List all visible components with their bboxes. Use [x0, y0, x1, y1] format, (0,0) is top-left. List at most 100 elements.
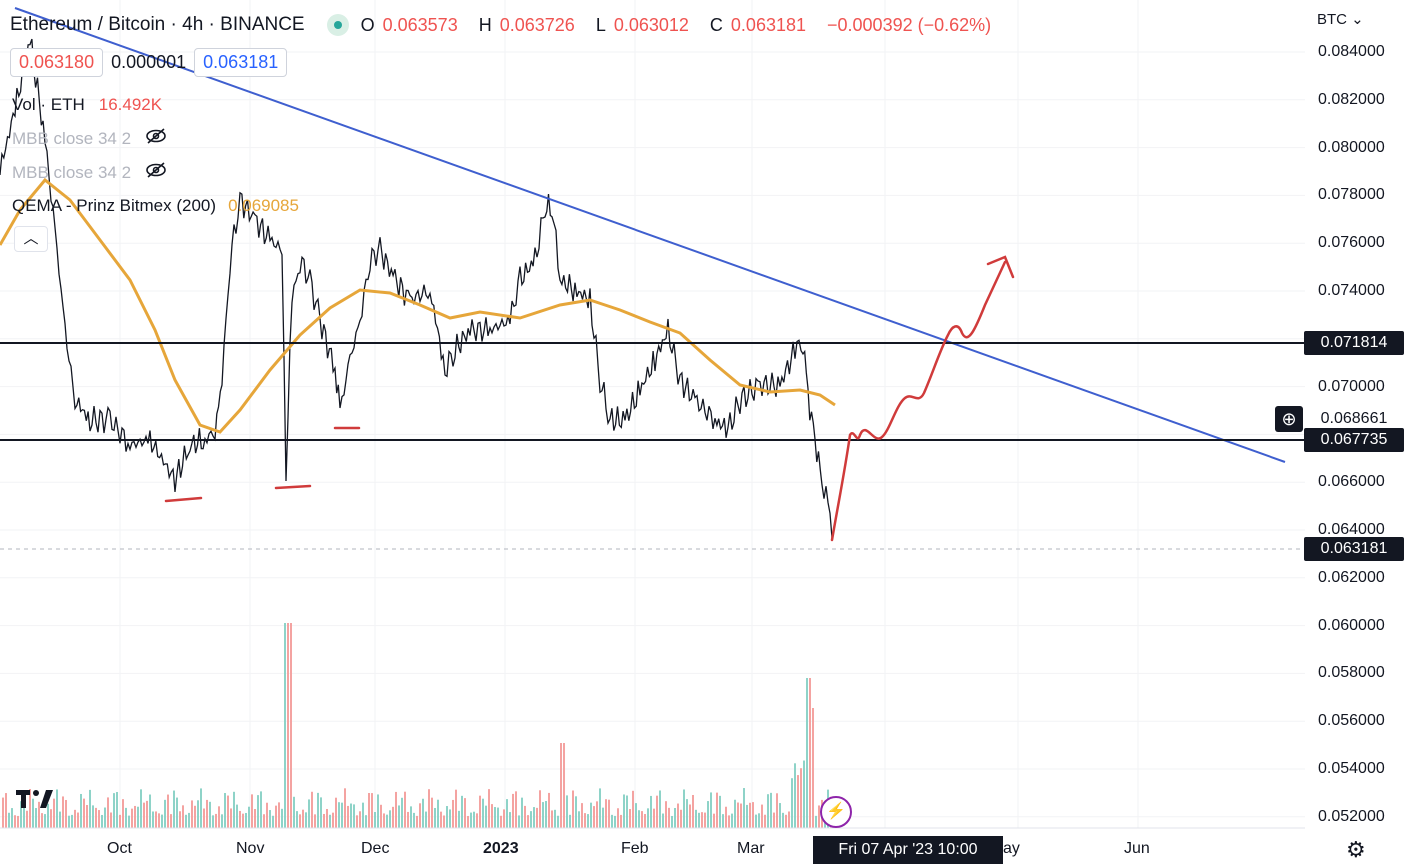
volume-bar [689, 804, 691, 828]
volume-bar [593, 806, 595, 828]
volume-bar [407, 811, 409, 828]
sell-button[interactable]: 0.063180 [10, 48, 104, 77]
volume-bar [443, 815, 445, 828]
volume-bar [731, 813, 733, 828]
volume-bar [683, 789, 685, 828]
indicator-volume[interactable]: Vol · ETH 16.492K [12, 95, 162, 115]
volume-bar [767, 794, 769, 828]
volume-bar [737, 802, 739, 828]
volume-bar [563, 743, 565, 828]
indicator-mbb-1[interactable]: MBB close 34 2 [12, 128, 167, 149]
currency-selector[interactable]: BTC ⌄ [1317, 11, 1364, 28]
volume-bar [653, 808, 655, 828]
volume-bar [20, 801, 22, 828]
volume-bar [212, 815, 214, 828]
volume-bar [275, 805, 277, 828]
projection-arrowhead [986, 255, 1015, 279]
volume-bar [374, 812, 376, 828]
volume-bar [35, 808, 37, 828]
volume-bar [398, 805, 400, 828]
volume-bar [62, 796, 64, 828]
volume-bar [791, 778, 793, 828]
volume-bar [329, 814, 331, 828]
time-axis-label: 2023 [483, 840, 519, 857]
volume-bar [707, 801, 709, 828]
volume-bar [182, 805, 184, 828]
volume-bar [467, 815, 469, 828]
volume-bar [332, 812, 334, 828]
volume-bar [587, 814, 589, 828]
symbol-legend: Ethereum / Bitcoin · 4h · BINANCE O 0.063… [10, 14, 999, 36]
volume-bar [455, 789, 457, 828]
volume-bar [251, 794, 253, 828]
volume-bar [479, 795, 481, 828]
volume-bar [122, 799, 124, 828]
volume-bar [524, 805, 526, 828]
volume-bar [41, 813, 43, 828]
lightning-icon[interactable]: ⚡ [820, 796, 852, 828]
low-mark-1 [164, 496, 203, 503]
volume-bar [278, 802, 280, 828]
volume-bar [59, 811, 61, 828]
volume-bar [98, 810, 100, 828]
volume-bar [269, 810, 271, 828]
volume-bar [431, 797, 433, 828]
indicator-value: 16.492K [98, 95, 163, 114]
buy-button[interactable]: 0.063181 [194, 48, 288, 77]
price-axis-label: 0.052000 [1318, 807, 1385, 825]
volume-bar [218, 806, 220, 828]
volume-bar [518, 815, 520, 828]
volume-bar [458, 810, 460, 828]
volume-bar [380, 804, 382, 828]
time-axis-label: Dec [361, 840, 390, 857]
volume-bar [350, 803, 352, 828]
add-alert-plus-button[interactable]: ⊕ [1275, 406, 1303, 432]
gear-icon[interactable]: ⚙ [1346, 837, 1366, 862]
price-axis-label: 0.070000 [1318, 377, 1385, 395]
volume-bar [425, 811, 427, 828]
collapse-legend-button[interactable]: ︿ [14, 226, 48, 252]
volume-bar [470, 812, 472, 828]
tradingview-logo-icon[interactable] [14, 786, 58, 817]
volume-bar [389, 810, 391, 828]
eye-off-icon[interactable] [145, 128, 167, 149]
volume-bar [452, 799, 454, 828]
volume-bar [530, 811, 532, 828]
volume-bar [755, 814, 757, 828]
volume-bar [809, 678, 811, 828]
volume-bar [635, 803, 637, 828]
volume-bar [650, 795, 652, 828]
volume-bar [248, 806, 250, 828]
volume-bar [716, 792, 718, 828]
volume-bar [44, 814, 46, 828]
indicator-mbb-2[interactable]: MBB close 34 2 [12, 162, 167, 183]
eye-off-icon[interactable] [145, 162, 167, 183]
price-axis-label: 0.060000 [1318, 616, 1385, 634]
volume-bar [461, 795, 463, 828]
volume-bar [488, 789, 490, 828]
volume-bar [149, 794, 151, 828]
volume-bar [440, 811, 442, 828]
volume-bar [803, 760, 805, 828]
open-value: 0.063573 [382, 14, 458, 35]
indicator-qema[interactable]: QEMA - Prinz Bitmex (200) 0.069085 [12, 196, 299, 216]
volume-bar [539, 790, 541, 828]
volume-bar [818, 805, 820, 828]
volume-bar [566, 795, 568, 828]
volume-bar [347, 805, 349, 828]
volume-bar [152, 811, 154, 828]
volume-bar [434, 807, 436, 828]
volume-bar [437, 799, 439, 828]
quote-boxes: 0.063180 0.000001 0.063181 [10, 48, 288, 77]
volume-bar [713, 813, 715, 828]
volume-bar [548, 792, 550, 828]
volume-bar [746, 804, 748, 828]
volume-bar [656, 795, 658, 828]
volume-bar [644, 814, 646, 828]
symbol-title[interactable]: Ethereum / Bitcoin · 4h · BINANCE [10, 14, 305, 35]
volume-bar [497, 807, 499, 828]
crosshair-price-tag: 0.068661 [1304, 407, 1404, 431]
volume-bar [272, 815, 274, 828]
volume-bar [344, 788, 346, 828]
